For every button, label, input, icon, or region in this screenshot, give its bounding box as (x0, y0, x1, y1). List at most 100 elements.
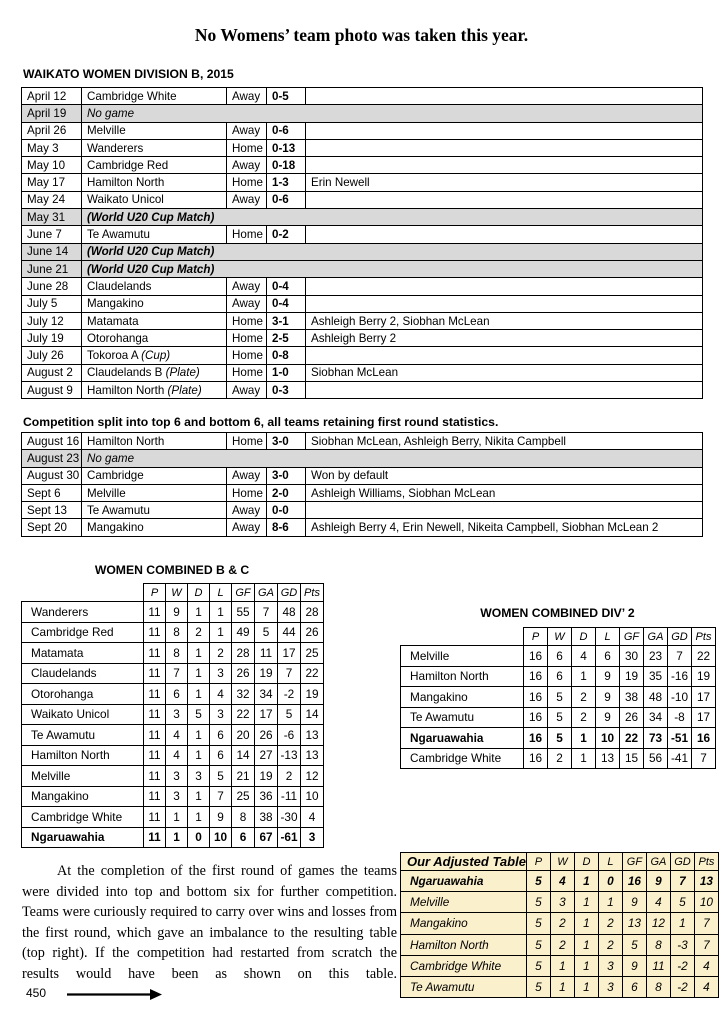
league-stat-value: 11 (143, 621, 166, 643)
league-team-name: Cambridge White (21, 806, 144, 828)
fixture-opponent: Claudelands B (Plate) (81, 363, 227, 383)
league-stat-value: 4 (571, 645, 596, 667)
league-stat-value: 5 (669, 891, 695, 914)
league-stat-value: -10 (667, 686, 692, 708)
league-stat-value: 20 (231, 724, 255, 746)
league-stat-value: 3 (165, 785, 188, 807)
league-stat-value: 23 (643, 645, 668, 667)
league-team-name: Hamilton North (21, 744, 144, 766)
league-stat-value: 2 (277, 765, 301, 787)
fixture-scorers: Ashleigh Berry 4, Erin Newell, Nikeita C… (305, 518, 703, 537)
fixture-venue: Away (226, 518, 267, 537)
league-stat-value: 12 (645, 912, 671, 935)
fixtures-table-round2: August 16 Hamilton North Home 3-0 Siobhan Mc… (21, 431, 703, 537)
fixture-opponent: Claudelands (81, 277, 227, 296)
league-row: Hamilton North 11 4 1 6 14 27 -13 13 (21, 744, 324, 766)
league-stat-value: -8 (667, 706, 692, 728)
league-stat-value: 5 (547, 686, 572, 708)
league-stat-value: 1 (187, 785, 210, 807)
commentary-text: At the completion of the first round of … (22, 863, 397, 982)
league-row: Mangakino 16 5 2 9 38 48 -10 17 (400, 686, 716, 708)
league-stat-value: 1 (187, 662, 210, 684)
fixture-opponent: Cambridge Red (81, 156, 227, 175)
league-team-name: Mangakino (400, 912, 527, 935)
league-stat-value: 9 (595, 686, 620, 708)
fixture-opponent: Mangakino (81, 518, 227, 537)
fixture-row: August 23 No game (21, 449, 703, 468)
fixture-scorers (305, 294, 703, 313)
league-stat-value: 2 (549, 912, 575, 935)
league-stat-value: 1 (187, 683, 210, 705)
fixture-scorers (305, 138, 703, 158)
league-stat-value: -2 (669, 975, 695, 999)
fixture-row: Sept 6 Melville Home 2-0 Ashleigh Williams, … (21, 483, 703, 503)
fixture-note: (World U20 Cup Match) (81, 208, 703, 227)
league-stat-value: 1 (571, 665, 596, 687)
fixture-venue: Away (226, 86, 267, 106)
league-team-name: Matamata (21, 642, 144, 664)
league-stat-value: 1 (573, 933, 599, 956)
right-arrow-icon (32, 987, 162, 1008)
fixture-venue: Away (226, 501, 267, 520)
fixture-score: 0-18 (266, 156, 306, 175)
fixture-scorers (305, 381, 703, 400)
league-team-name: Claudelands (21, 662, 144, 684)
commentary-paragraph: At the completion of the first round of … (22, 861, 397, 1007)
league-stat-value: 19 (254, 765, 278, 787)
fixture-row: June 14 (World U20 Cup Match) (21, 242, 703, 261)
league-col-header: P (143, 583, 166, 602)
league-col-header: GA (254, 583, 278, 602)
fixture-opponent: Matamata (81, 311, 227, 331)
league-stat-value: 17 (254, 703, 278, 725)
fixture-row: May 24 Waikato Unicol Away 0-6 (21, 190, 703, 210)
fixture-venue: Away (226, 294, 267, 313)
league-stat-value: 11 (143, 826, 166, 848)
fixture-date: August 16 (21, 431, 82, 451)
league-stat-value: 9 (165, 601, 188, 623)
league-stat-value: 1 (187, 642, 210, 664)
league-stat-value: 10 (300, 785, 324, 807)
league-stat-value: 5 (525, 933, 551, 956)
league-stat-value: 16 (523, 727, 548, 749)
fixture-score: 3-0 (266, 431, 306, 451)
league-stat-value: 8 (231, 806, 255, 828)
league-stat-value: 1 (165, 826, 188, 848)
fixture-score: 1-3 (266, 173, 306, 192)
league-stat-value: 5 (621, 933, 647, 956)
fixture-date: April 26 (21, 121, 82, 140)
league-stat-value: -30 (277, 806, 301, 828)
fixture-opponent: Otorohanga (81, 329, 227, 348)
fixture-row: April 19 No game (21, 104, 703, 123)
league-col-header: W (549, 852, 575, 871)
fixture-opponent-note: (Plate) (165, 366, 200, 380)
league-stat-value: 3 (597, 954, 623, 977)
fixture-date: July 5 (21, 294, 82, 313)
league-stat-value: 13 (595, 747, 620, 769)
league-stat-value: 5 (277, 703, 301, 725)
league-stat-value: 7 (691, 747, 716, 769)
fixture-date: June 14 (21, 242, 82, 261)
league-stat-value: 10 (209, 826, 232, 848)
league-stat-value: 4 (300, 806, 324, 828)
league-stat-value: -51 (667, 727, 692, 749)
fixture-note: No game (81, 104, 703, 123)
league-stat-value: 1 (571, 727, 596, 749)
league-team-name: Te Awamutu (400, 706, 524, 728)
league-stat-value: -16 (667, 665, 692, 687)
league-row: Cambridge White 5 1 1 3 9 11 -2 4 (400, 954, 719, 977)
fixture-opponent: Tokoroa A (Cup) (81, 346, 227, 365)
league-stat-value: 9 (595, 706, 620, 728)
fixture-row: July 26 Tokoroa A (Cup) Home 0-8 (21, 346, 703, 365)
league-stat-value: 32 (231, 683, 255, 705)
fixture-row: July 5 Mangakino Away 0-4 (21, 294, 703, 313)
league-row: Cambridge Red 11 8 2 1 49 5 44 26 (21, 621, 324, 643)
league-stat-value: 2 (547, 747, 572, 769)
league-stat-value: 67 (254, 826, 278, 848)
league-stat-value: 13 (621, 912, 647, 935)
fixture-opponent: Hamilton North (Plate) (81, 381, 227, 400)
league-stat-value: 36 (254, 785, 278, 807)
league-stat-value: 7 (667, 645, 692, 667)
fixture-score: 0-5 (266, 86, 306, 106)
league-team-name: Cambridge Red (21, 621, 144, 643)
league-stat-value: 14 (231, 744, 255, 766)
